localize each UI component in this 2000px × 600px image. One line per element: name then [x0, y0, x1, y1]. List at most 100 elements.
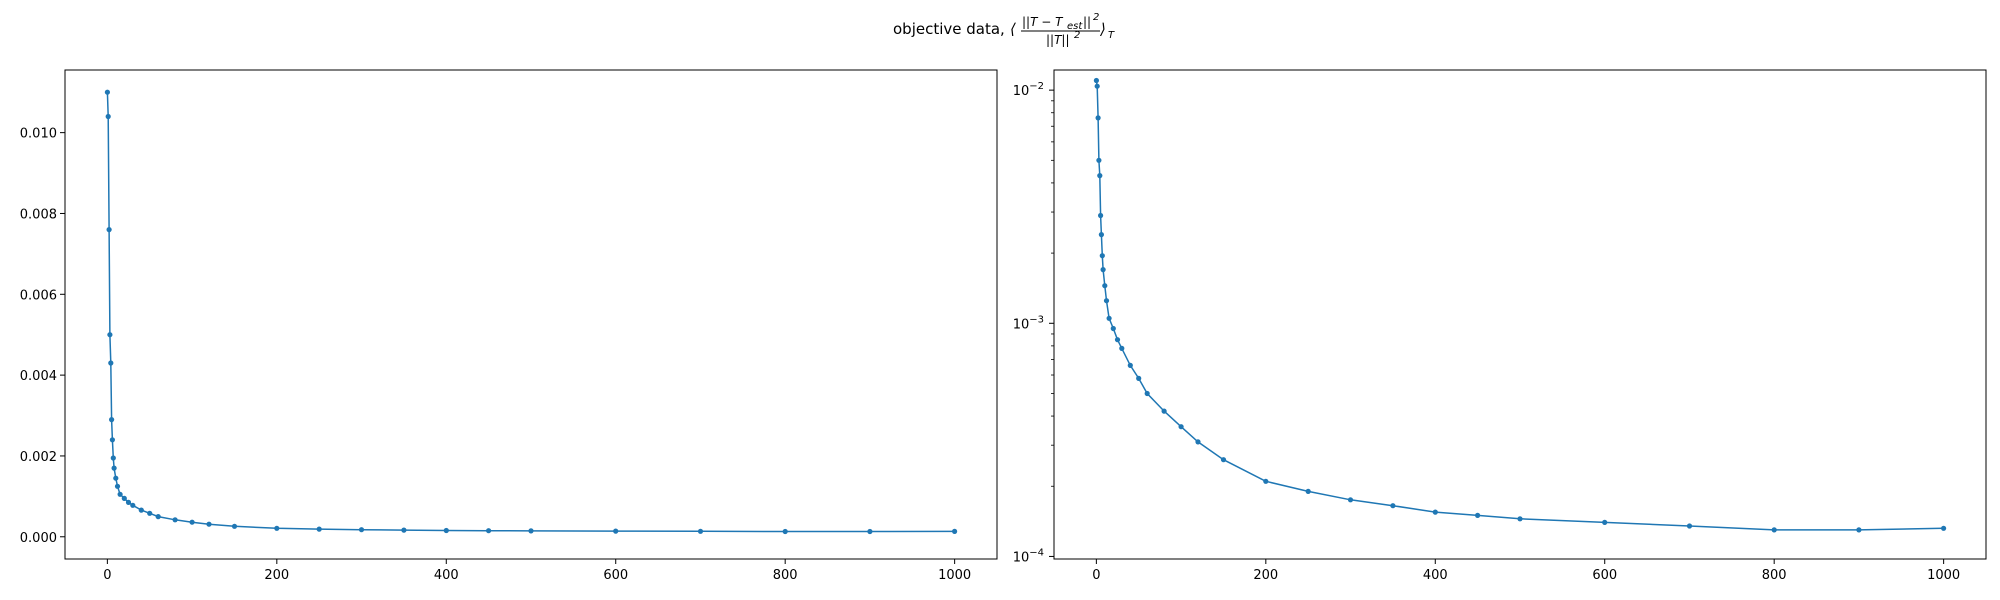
x-tick-label: 1000	[1927, 568, 1960, 583]
data-point	[1093, 77, 1099, 84]
title-formula-numerator-sub: est	[1067, 21, 1083, 32]
data-point	[1771, 527, 1777, 533]
title-formula-close: ⟩	[1099, 20, 1106, 38]
data-point	[107, 332, 113, 338]
data-point	[1475, 512, 1481, 519]
plot-linear-scale: 0 200 400 600 800 1000 0.0000.0020.0040.0060.…	[20, 69, 998, 583]
data-point	[358, 527, 365, 533]
data-point	[1103, 298, 1110, 304]
y-tick-label: 0.006	[20, 288, 57, 303]
data-point	[1097, 173, 1103, 179]
x-tick-label: 200	[264, 568, 289, 583]
data-point	[111, 465, 117, 471]
x-tick-label: 600	[1592, 568, 1617, 583]
plot-log-scale: 0 200 400 600 800 1000 10−4 10−3 10−2	[1013, 69, 1987, 583]
data-point	[401, 527, 407, 533]
data-point	[1602, 519, 1608, 526]
data-point	[108, 360, 114, 366]
x-tick-label: 0	[1092, 568, 1100, 583]
figure-title-text: objective data,	[893, 20, 1005, 38]
data-point	[109, 437, 115, 443]
data-point	[113, 475, 119, 481]
x-tick-label: 400	[1423, 568, 1448, 583]
data-point	[1106, 315, 1112, 321]
data-point	[1305, 488, 1311, 494]
x-tick-label: 1000	[938, 568, 971, 583]
title-formula-open: ⟨	[1010, 20, 1016, 38]
series-markers	[1093, 77, 1947, 533]
data-point	[109, 417, 115, 423]
data-point	[1127, 362, 1133, 368]
data-point	[1347, 497, 1354, 503]
data-point	[1686, 523, 1693, 529]
data-point	[1098, 212, 1104, 219]
y-axis-ticks: 0.000 0.002 0.004 0.006 0.008 0.010	[20, 127, 65, 546]
data-point	[274, 525, 280, 531]
data-point	[206, 521, 212, 527]
plot-frame	[1053, 69, 1987, 560]
series-markers	[104, 89, 958, 535]
y-tick-label: 10−2	[1013, 81, 1044, 99]
data-point	[1102, 283, 1108, 289]
data-point	[138, 507, 144, 513]
data-point	[1432, 509, 1438, 515]
data-point	[1095, 115, 1101, 121]
data-point	[125, 499, 132, 505]
y-axis-ticks: 10−4 10−3 10−2	[1013, 81, 1054, 565]
data-point	[231, 523, 238, 529]
data-point	[1099, 253, 1105, 259]
data-point	[782, 528, 788, 535]
data-point	[117, 491, 123, 497]
data-point	[1136, 375, 1142, 381]
data-point	[121, 495, 127, 501]
data-point	[1178, 424, 1184, 430]
data-point	[1390, 503, 1396, 509]
data-point	[1161, 408, 1167, 414]
data-point	[443, 527, 449, 534]
data-point	[1195, 439, 1201, 445]
title-formula-outer-sub: T	[1108, 30, 1115, 41]
series-line	[1095, 80, 1944, 531]
y-tick-label: 0.004	[20, 369, 57, 384]
data-point	[147, 510, 153, 516]
title-formula-numerator: ||T − T	[1022, 15, 1064, 29]
data-point	[867, 528, 873, 535]
x-tick-label: 400	[434, 568, 459, 583]
y-tick-label: 10−4	[1013, 547, 1044, 565]
data-point	[486, 528, 492, 534]
data-point	[613, 528, 619, 534]
plot-frame	[64, 69, 998, 560]
figure-title: objective data, ⟨ ||T − T est || 2 ||T||…	[893, 12, 1115, 47]
data-point	[316, 526, 322, 532]
data-point	[1119, 345, 1125, 351]
x-tick-label: 200	[1253, 568, 1278, 583]
data-point	[172, 517, 178, 523]
x-tick-label: 600	[603, 568, 628, 583]
data-point	[155, 514, 161, 520]
data-point	[189, 519, 195, 525]
data-point	[1144, 390, 1150, 397]
y-tick-label: 10−3	[1013, 314, 1044, 332]
data-point	[105, 113, 111, 120]
series-line	[106, 92, 955, 533]
title-formula-numerator-power: 2	[1093, 12, 1099, 23]
x-axis-ticks: 0 200 400 600 800 1000	[1092, 559, 1960, 583]
data-point	[130, 502, 136, 508]
title-formula-denominator-power: 2	[1074, 30, 1080, 41]
y-tick-label: 0.008	[20, 207, 57, 222]
data-point	[1220, 457, 1227, 463]
data-point	[1856, 527, 1862, 533]
data-point	[1094, 83, 1100, 89]
x-axis-ticks: 0 200 400 600 800 1000	[103, 559, 971, 583]
data-point	[1098, 232, 1104, 238]
x-tick-label: 800	[1762, 568, 1787, 583]
data-point	[1110, 325, 1116, 332]
data-point	[1517, 516, 1523, 522]
data-point	[114, 483, 121, 489]
data-point	[1941, 525, 1947, 531]
data-point	[952, 528, 958, 535]
x-tick-label: 800	[773, 568, 798, 583]
y-tick-label: 0.010	[20, 127, 57, 142]
y-tick-label: 0.000	[20, 531, 57, 546]
